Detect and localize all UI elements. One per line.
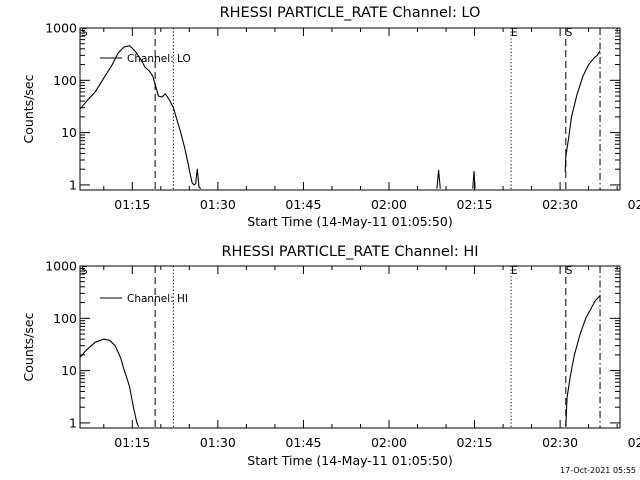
x-tick-labels: 01:15 01:30 01:45 02:00 02:15 02:30 02:45 xyxy=(114,197,640,212)
series-lines xyxy=(79,295,601,427)
time-marker-label: E xyxy=(511,265,518,277)
x-tick-label: 01:45 xyxy=(285,435,321,450)
plot-frame xyxy=(79,265,621,429)
x-tick-label: 02:15 xyxy=(457,197,493,212)
x-tick-label: 01:30 xyxy=(200,435,236,450)
series-line xyxy=(472,171,476,189)
x-tick-label: 02:15 xyxy=(457,435,493,450)
legend-label: Channel: HI xyxy=(127,293,188,305)
x-tick-label: 01:15 xyxy=(114,197,150,212)
y-tick-label: 1000 xyxy=(45,21,77,36)
y-tick-label: 100 xyxy=(53,73,77,88)
axis-ticks xyxy=(80,27,620,190)
time-marker-label: S xyxy=(81,27,88,39)
series-line xyxy=(564,50,601,172)
axis-ticks xyxy=(80,265,620,428)
y-tick-label: 100 xyxy=(53,311,77,326)
series-line xyxy=(436,169,441,189)
y-tick-label: 1 xyxy=(69,415,77,430)
series-line xyxy=(79,45,202,190)
y-tick-labels: 1 10 100 1000 xyxy=(45,21,77,193)
x-tick-label: 01:15 xyxy=(114,435,150,450)
time-marker-label: S xyxy=(566,265,573,277)
y-tick-label: 1 xyxy=(69,177,77,192)
y-tick-labels: 1 10 100 1000 xyxy=(45,259,77,431)
y-tick-label: 10 xyxy=(61,363,77,378)
x-axis-label: Start Time (14-May-11 01:05:50) xyxy=(247,214,452,229)
x-tick-label: 02:45 xyxy=(628,197,640,212)
x-tick-label: 01:45 xyxy=(285,197,321,212)
x-tick-label: 02:45 xyxy=(628,435,640,450)
x-tick-label: 02:30 xyxy=(542,197,578,212)
legend: Channel: LO xyxy=(100,53,191,65)
x-tick-label: 02:00 xyxy=(371,197,407,212)
y-axis-label: Counts/sec xyxy=(21,312,36,381)
time-marker-label: S xyxy=(566,27,573,39)
generation-timestamp: 17-Oct-2021 05:55 xyxy=(560,466,636,475)
x-axis-label: Start Time (14-May-11 01:05:50) xyxy=(247,453,452,468)
y-tick-label: 10 xyxy=(61,125,77,140)
chart-panel-lo: RHESSI PARTICLE_RATE Channel: LO 01:15 01… xyxy=(21,5,640,229)
chart-panel-hi: RHESSI PARTICLE_RATE Channel: HI 01:15 01… xyxy=(21,244,640,468)
x-tick-label: 01:30 xyxy=(200,197,236,212)
time-marker-label: S xyxy=(81,265,88,277)
x-tick-labels: 01:15 01:30 01:45 02:00 02:15 02:30 02:45 xyxy=(114,435,640,450)
chart-title: RHESSI PARTICLE_RATE Channel: HI xyxy=(221,244,478,260)
legend: Channel: HI xyxy=(100,293,188,305)
time-marker-label: E xyxy=(511,27,518,39)
legend-label: Channel: LO xyxy=(127,53,191,65)
x-tick-label: 02:00 xyxy=(371,435,407,450)
y-axis-label: Counts/sec xyxy=(21,74,36,143)
chart-title: RHESSI PARTICLE_RATE Channel: LO xyxy=(220,5,481,21)
series-line xyxy=(565,295,601,427)
series-lines xyxy=(79,45,601,190)
y-tick-label: 1000 xyxy=(45,259,77,274)
series-line xyxy=(79,338,140,427)
x-tick-label: 02:30 xyxy=(542,435,578,450)
